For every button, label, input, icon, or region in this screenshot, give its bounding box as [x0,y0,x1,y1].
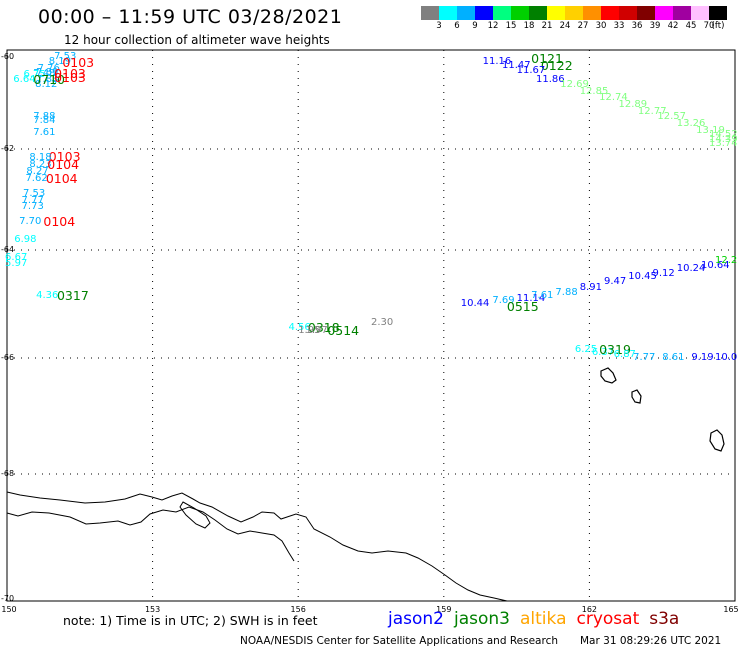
note-text: note: 1) Time is in UTC; 2) SWH is in fe… [63,613,318,628]
color-scale-label: 6 [454,21,460,31]
longitude-label: 150 [1,605,17,614]
color-scale-label: 42 [667,21,679,31]
color-swatch-5 [511,6,529,20]
color-swatch-11 [619,6,637,20]
latitude-label: -60 [1,52,15,61]
color-scale-label: 36 [631,21,643,31]
latitude-label: -64 [1,245,15,254]
graticule [7,50,735,601]
color-swatch-8 [565,6,583,20]
map-frame [6,49,736,602]
color-scale-label: 30 [595,21,607,31]
longitude-label: 156 [290,605,306,614]
color-swatch-1 [439,6,457,20]
legend-jason2: jason2 [388,609,444,629]
color-scale-bar [421,6,727,20]
color-swatch-0 [421,6,439,20]
color-swatch-10 [601,6,619,20]
antarctic-coastline [6,491,508,602]
color-swatch-9 [583,6,601,20]
color-scale-label: 18 [523,21,535,31]
color-swatch-4 [493,6,511,20]
latitude-label: -62 [1,144,15,153]
color-scale-label: 27 [577,21,589,31]
color-scale-label: (ft) [711,21,725,31]
color-swatch-16 [709,6,727,20]
longitude-label: 159 [436,605,452,614]
color-scale-label: 3 [436,21,442,31]
legend-jason3: jason3 [454,609,510,629]
color-scale-label: 24 [559,21,571,31]
color-scale-label: 45 [685,21,697,31]
island-3 [709,429,725,452]
color-scale-label: 21 [541,21,553,31]
color-swatch-7 [547,6,565,20]
map-subtitle: 12 hour collection of altimeter wave hei… [64,33,330,47]
footer-timestamp: Mar 31 08:29:26 UTC 2021 [580,635,722,647]
ice-shelf-outline [6,506,295,562]
latitude-label: -68 [1,469,15,478]
color-scale-label: 9 [472,21,478,31]
color-scale-label: 70 [703,21,715,31]
color-swatch-15 [691,6,709,20]
color-swatch-14 [673,6,691,20]
ice-tongue-outline [179,501,211,529]
longitude-label: 153 [144,605,161,614]
color-swatch-6 [529,6,547,20]
color-swatch-3 [475,6,493,20]
legend-altika: altika [520,609,567,629]
island-1 [600,367,617,384]
color-scale-label: 12 [487,21,499,31]
satellite-legend: jason2 jason3 altika cryosat s3a [388,609,689,629]
latitude-label: -70 [1,594,15,603]
footer-credit: NOAA/NESDIS Center for Satellite Applica… [240,635,558,647]
color-scale-label: 33 [613,21,625,31]
longitude-label: 165 [723,605,739,614]
color-swatch-2 [457,6,475,20]
longitude-label: 162 [581,605,598,614]
color-scale-label: 39 [649,21,661,31]
legend-s3a: s3a [649,609,680,629]
color-swatch-12 [637,6,655,20]
latitude-label: -66 [1,353,15,362]
legend-cryosat: cryosat [576,609,640,629]
map-title: 00:00 – 11:59 UTC 03/28/2021 [38,6,343,28]
color-scale-labels: 3 6 9 12 15 18 21 24 27 30 33 36 39 42 45 70 (ft) [421,21,727,33]
color-swatch-13 [655,6,673,20]
color-scale-label: 15 [505,21,517,31]
island-2 [631,389,642,404]
